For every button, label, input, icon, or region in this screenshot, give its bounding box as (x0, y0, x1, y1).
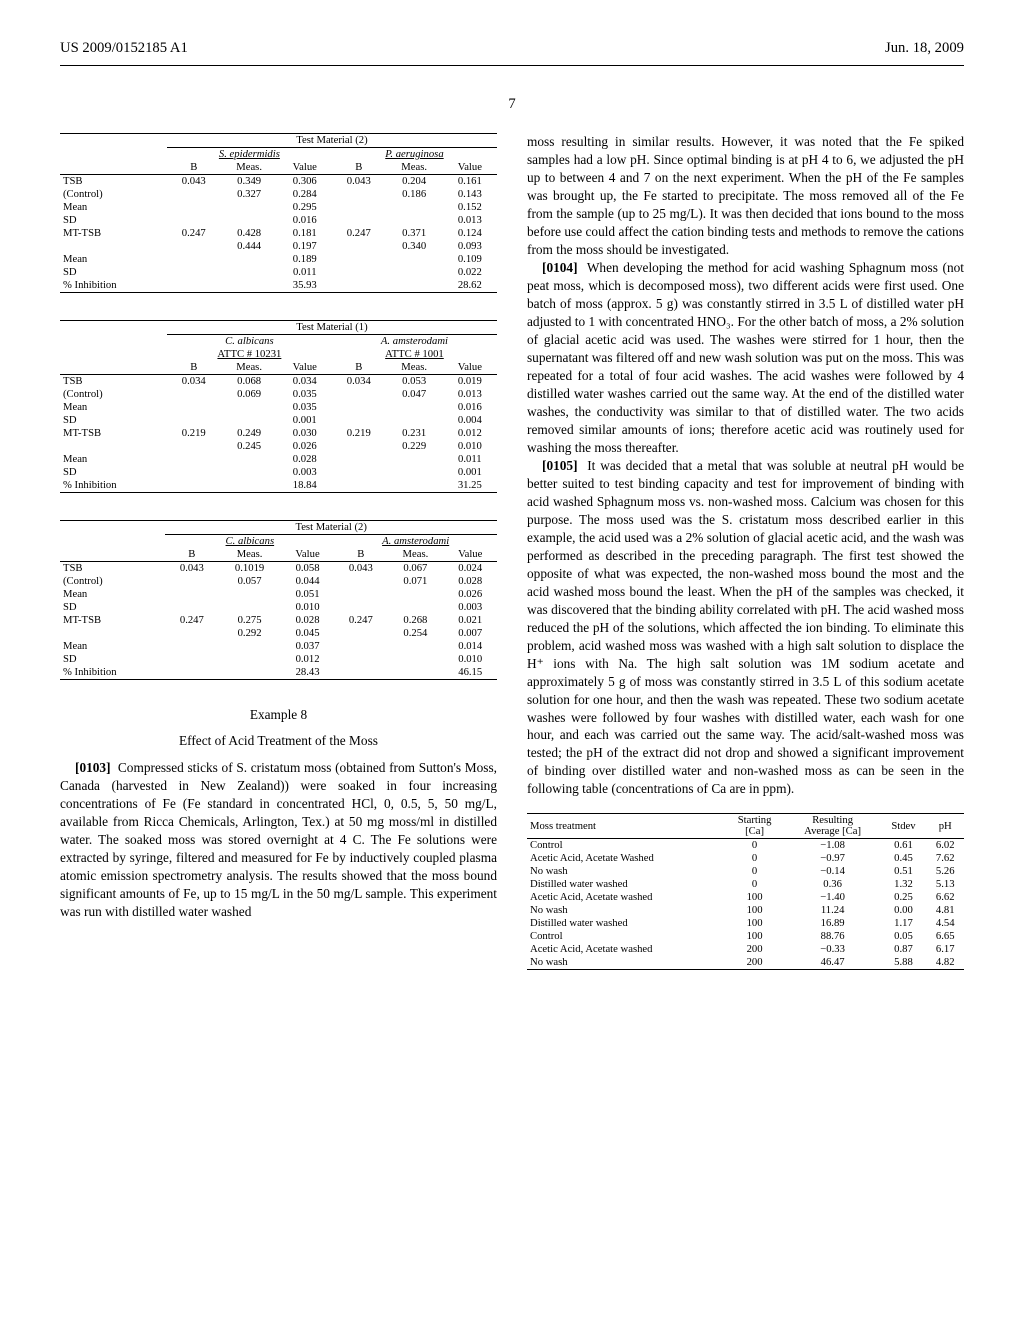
table-row: SD0.0110.022 (60, 266, 497, 279)
paragraph-0103-cont: moss resulting in similar results. Howev… (527, 133, 964, 259)
table-row: Acetic Acid, Acetate washed200−0.330.876… (527, 943, 964, 956)
table-row: TSB0.0430.3490.3060.0430.2040.161 (60, 175, 497, 189)
table-row: MT-TSB0.2470.4280.1810.2470.3710.124 (60, 227, 497, 240)
example-number: Example 8 (60, 707, 497, 723)
table-row: No wash0−0.140.515.26 (527, 865, 964, 878)
table-row: Mean0.0350.016 (60, 401, 497, 414)
table-row: TSB0.0430.10190.0580.0430.0670.024 (60, 562, 497, 576)
patent-number: US 2009/0152185 A1 (60, 40, 188, 57)
table-row: % Inhibition18.8431.25 (60, 479, 497, 493)
table-row: Acetic Acid, Acetate washed100−1.400.256… (527, 891, 964, 904)
table-row: MT-TSB0.2190.2490.0300.2190.2310.012 (60, 427, 497, 440)
paragraph-0103: [0103] Compressed sticks of S. cristatum… (60, 759, 497, 921)
example-title: Effect of Acid Treatment of the Moss (60, 733, 497, 749)
table-row: SD0.0160.013 (60, 214, 497, 227)
patent-date: Jun. 18, 2009 (885, 40, 964, 57)
table-row: SD0.0030.001 (60, 466, 497, 479)
left-column: Test Material (2) S. epidermidisP. aerug… (60, 133, 497, 997)
table-row: Mean0.0280.011 (60, 453, 497, 466)
table-row: Control10088.760.056.65 (527, 930, 964, 943)
table-row: % Inhibition28.4346.15 (60, 666, 497, 680)
table-row: Control0−1.080.616.02 (527, 839, 964, 853)
table-moss-treatment: Moss treatment Starting [Ca] Resulting A… (527, 813, 964, 972)
table-row: (Control)0.0570.0440.0710.028 (60, 575, 497, 588)
table-row: Distilled water washed10016.891.174.54 (527, 917, 964, 930)
table-row: Mean0.2950.152 (60, 201, 497, 214)
table-test-material-1: Test Material (1) C. albicansA. amsterod… (60, 320, 497, 495)
paragraph-0105: [0105] It was decided that a metal that … (527, 457, 964, 799)
paragraph-0104: [0104] When developing the method for ac… (527, 259, 964, 457)
table-test-material-2-fungi: Test Material (2) C. albicansA. amsterod… (60, 520, 497, 682)
table-row: TSB0.0340.0680.0340.0340.0530.019 (60, 375, 497, 389)
page-number: 7 (60, 96, 964, 113)
table-row: 0.4440.1970.3400.093 (60, 240, 497, 253)
table-row: No wash20046.475.884.82 (527, 956, 964, 970)
table-row: % Inhibition35.9328.62 (60, 279, 497, 293)
table-row: MT-TSB0.2470.2750.0280.2470.2680.021 (60, 614, 497, 627)
table-row: SD0.0100.003 (60, 601, 497, 614)
table-row: Mean0.0370.014 (60, 640, 497, 653)
table-row: (Control)0.0690.0350.0470.013 (60, 388, 497, 401)
header-rule (60, 65, 964, 66)
table-row: SD0.0120.010 (60, 653, 497, 666)
table-row: Distilled water washed00.361.325.13 (527, 878, 964, 891)
table-row: SD0.0010.004 (60, 414, 497, 427)
table-row: No wash10011.240.004.81 (527, 904, 964, 917)
right-column: moss resulting in similar results. Howev… (527, 133, 964, 997)
table-row: Mean0.0510.026 (60, 588, 497, 601)
table-test-material-2-bacteria: Test Material (2) S. epidermidisP. aerug… (60, 133, 497, 295)
table-row: (Control)0.3270.2840.1860.143 (60, 188, 497, 201)
table-row: 0.2450.0260.2290.010 (60, 440, 497, 453)
table-row: Acetic Acid, Acetate Washed0−0.970.457.6… (527, 852, 964, 865)
table-row: Mean0.1890.109 (60, 253, 497, 266)
table-row: 0.2920.0450.2540.007 (60, 627, 497, 640)
